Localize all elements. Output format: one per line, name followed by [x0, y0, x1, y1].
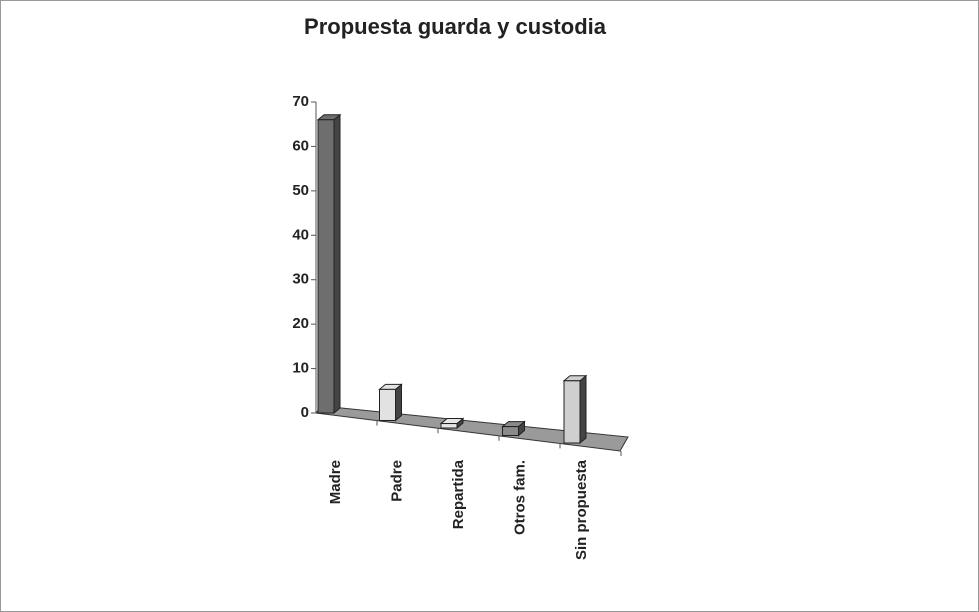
y-tick-label: 70 — [292, 93, 309, 110]
bar-side — [333, 113, 341, 415]
bar-side — [579, 374, 587, 445]
bar — [379, 388, 396, 421]
bar-side — [395, 383, 402, 422]
bar — [317, 119, 335, 414]
y-tick-label: 20 — [292, 315, 309, 332]
y-tick-label: 60 — [292, 137, 309, 154]
x-tick-label: Repartida — [450, 459, 467, 529]
y-tick-label: 40 — [292, 226, 309, 243]
x-tick-label: Sin propuesta — [573, 459, 590, 560]
bar — [440, 423, 458, 429]
chart-title: Propuesta guarda y custodia — [304, 14, 607, 39]
y-tick-label: 0 — [301, 404, 309, 421]
bar — [502, 426, 519, 437]
y-tick-label: 10 — [292, 360, 309, 377]
bar — [563, 380, 581, 444]
y-tick-label: 50 — [292, 182, 309, 199]
x-tick-label: Otros fam. — [511, 460, 528, 535]
y-tick-label: 30 — [292, 271, 309, 288]
x-tick-label: Padre — [388, 460, 405, 502]
x-tick-label: Madre — [327, 460, 344, 504]
